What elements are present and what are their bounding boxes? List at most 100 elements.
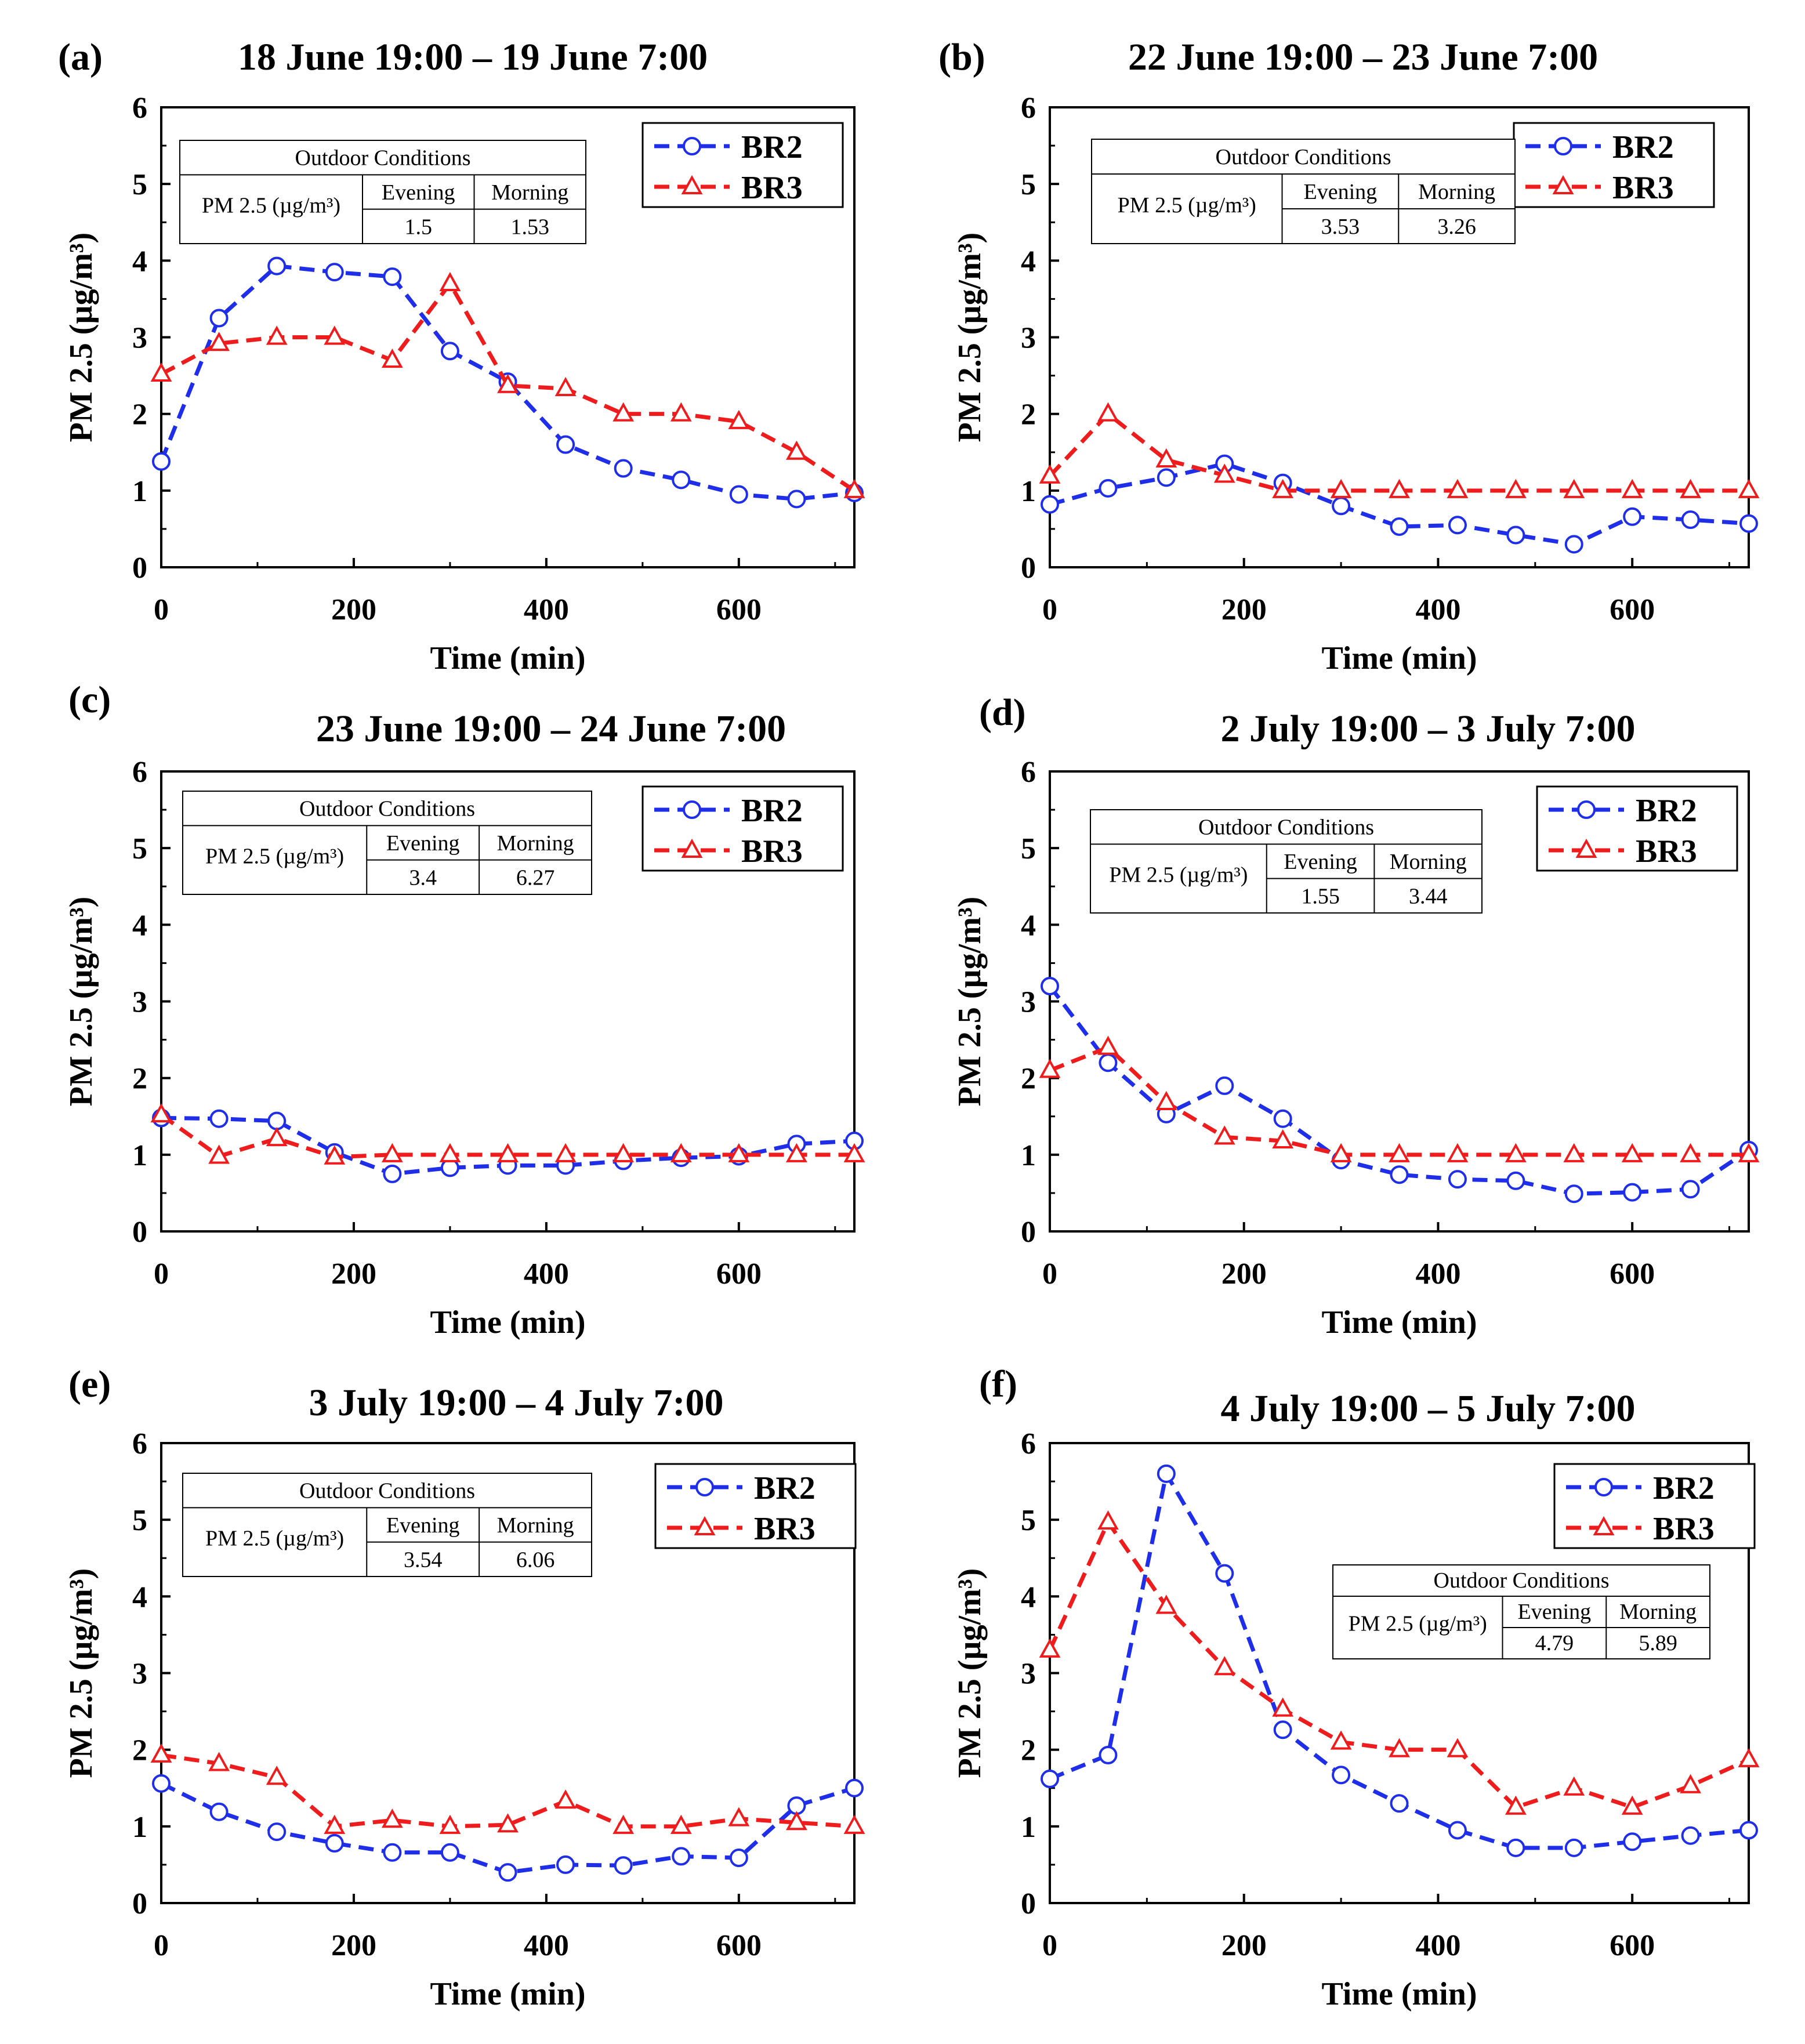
data-point-br3 xyxy=(728,1807,750,1826)
x-tick-label: 400 xyxy=(524,1257,569,1291)
table-row-label: PM 2.5 (µg/m³) xyxy=(202,194,340,218)
chart-panel-f: (f) 4 July 19:00 – 5 July 7:00 0 1 2 3 4 5 6 0 200… xyxy=(952,1363,1760,2012)
table-value-evening: 3.4 xyxy=(409,865,437,890)
data-point-br2 xyxy=(325,263,344,282)
data-point-br3 xyxy=(208,331,230,351)
chart-title: 22 June 19:00 – 23 June 7:00 xyxy=(1128,36,1598,78)
y-tick-label: 4 xyxy=(132,909,147,942)
y-tick-label: 6 xyxy=(132,756,147,789)
legend-marker-br2 xyxy=(695,1478,714,1496)
data-point-br3 xyxy=(612,1143,635,1162)
data-point-br2 xyxy=(1448,1821,1467,1840)
data-point-br3 xyxy=(1330,1143,1352,1162)
table-col-morning: Morning xyxy=(1619,1600,1697,1624)
y-axis-label: PM 2.5 (µg/m³) xyxy=(952,1568,988,1778)
data-point-br2 xyxy=(1564,1838,1583,1857)
data-point-br3 xyxy=(1621,1795,1643,1815)
data-point-br2 xyxy=(498,1863,517,1882)
data-point-br2 xyxy=(1099,1053,1118,1072)
table-col-evening: Evening xyxy=(386,831,460,856)
data-point-br3 xyxy=(1680,1143,1701,1162)
data-point-br2 xyxy=(1215,1076,1234,1095)
x-tick-label: 200 xyxy=(331,1929,376,1962)
y-tick-label: 5 xyxy=(132,168,147,201)
data-point-br3 xyxy=(1330,1730,1352,1750)
table-border xyxy=(179,140,586,244)
data-point-br2 xyxy=(1099,479,1118,498)
data-point-br3 xyxy=(381,1809,403,1828)
panel-label: (d) xyxy=(979,691,1026,734)
data-point-br3 xyxy=(1330,479,1352,498)
data-point-br3 xyxy=(1738,1143,1760,1162)
y-tick-label: 5 xyxy=(132,832,147,865)
table-value-evening: 1.5 xyxy=(405,215,433,239)
legend-label-br2: BR2 xyxy=(741,793,803,829)
y-tick-label: 6 xyxy=(1021,92,1036,125)
data-point-br2 xyxy=(614,459,633,478)
data-point-br3 xyxy=(728,409,750,429)
data-point-br2 xyxy=(1041,1769,1059,1788)
data-point-br2 xyxy=(845,1778,864,1797)
table-col-morning: Morning xyxy=(1390,850,1467,874)
legend-marker-br3 xyxy=(681,838,703,858)
data-point-br3 xyxy=(1389,1738,1410,1757)
data-point-br2 xyxy=(1041,495,1059,514)
table-value-evening: 3.53 xyxy=(1321,215,1360,239)
y-tick-label: 0 xyxy=(132,1216,147,1249)
outdoor-conditions-table: Outdoor Conditions PM 2.5 (µg/m³) Evening M… xyxy=(182,791,592,895)
data-point-br3 xyxy=(266,1766,288,1785)
data-point-br3 xyxy=(1447,1143,1469,1162)
series-line-br3 xyxy=(1049,1045,1749,1157)
chart-title: 4 July 19:00 – 5 July 7:00 xyxy=(1220,1387,1635,1430)
data-point-br3 xyxy=(497,374,519,393)
table-row-label: PM 2.5 (µg/m³) xyxy=(205,845,344,869)
legend-label-br2: BR2 xyxy=(741,129,803,165)
data-point-br3 xyxy=(266,1126,288,1147)
legend-marker-br2 xyxy=(683,800,701,819)
data-point-br3 xyxy=(208,1752,230,1771)
data-point-br3 xyxy=(150,1743,172,1763)
x-tick-label: 400 xyxy=(524,1929,569,1962)
y-axis-label: PM 2.5 (µg/m³) xyxy=(63,233,99,443)
legend-box xyxy=(641,785,844,872)
data-point-br3 xyxy=(1621,479,1643,498)
table-col-morning: Morning xyxy=(497,831,574,856)
y-tick-label: 1 xyxy=(132,1139,147,1172)
y-axis-label: PM 2.5 (µg/m³) xyxy=(63,1568,99,1778)
legend-label-br2: BR2 xyxy=(1653,1470,1715,1506)
data-point-br3 xyxy=(1097,1510,1119,1530)
y-tick-label: 1 xyxy=(132,1811,147,1844)
y-tick-label: 4 xyxy=(1021,245,1036,278)
data-point-br3 xyxy=(1097,1035,1119,1055)
legend-label-br3: BR3 xyxy=(1653,1511,1715,1547)
data-point-br2 xyxy=(672,1847,691,1866)
table-border xyxy=(182,791,592,895)
y-tick-label: 4 xyxy=(1021,909,1036,942)
data-point-br3 xyxy=(266,325,288,345)
data-point-br3 xyxy=(1505,479,1527,498)
chart-panel-c: (c) 23 June 19:00 – 24 June 7:00 0 1 2 3 4 5 6 0 2… xyxy=(63,679,865,1340)
legend-label-br3: BR3 xyxy=(754,1511,815,1547)
table-border xyxy=(1091,139,1516,244)
y-tick-label: 2 xyxy=(132,1063,147,1096)
data-point-br2 xyxy=(383,1164,402,1183)
legend-box xyxy=(1513,122,1715,208)
y-axis-label: PM 2.5 (µg/m³) xyxy=(952,233,988,443)
data-point-br3 xyxy=(1563,1143,1585,1162)
outdoor-conditions-table: Outdoor Conditions PM 2.5 (µg/m³) Evening M… xyxy=(1090,809,1483,914)
data-point-br3 xyxy=(1389,1143,1410,1162)
data-point-br2 xyxy=(152,1774,171,1793)
data-point-br3 xyxy=(1389,479,1410,498)
legend-marker-br3 xyxy=(1552,175,1574,194)
legend-box xyxy=(1536,785,1738,872)
x-tick-label: 600 xyxy=(1610,1929,1655,1962)
y-tick-label: 1 xyxy=(132,475,147,508)
data-point-br3 xyxy=(554,1789,577,1809)
table-header: Outdoor Conditions xyxy=(299,1479,475,1503)
x-tick-label: 0 xyxy=(1042,1257,1057,1291)
table-header: Outdoor Conditions xyxy=(1216,145,1391,169)
data-point-br2 xyxy=(1448,516,1467,535)
y-tick-label: 5 xyxy=(1021,1504,1036,1537)
data-point-br3 xyxy=(1563,1776,1585,1796)
x-tick-label: 0 xyxy=(154,1929,169,1962)
